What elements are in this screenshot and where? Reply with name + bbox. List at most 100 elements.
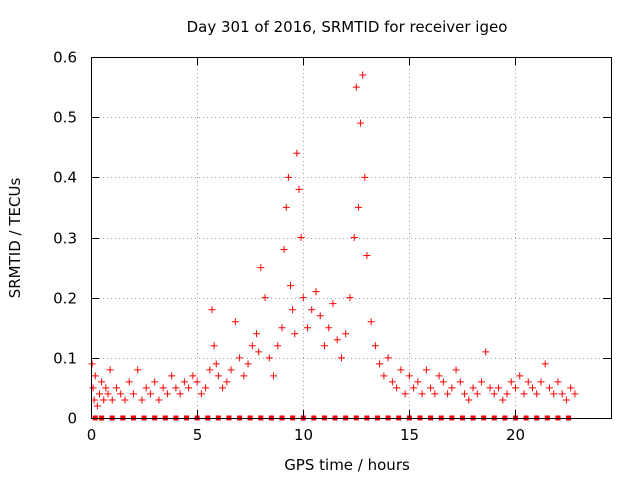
- tick-labels: 0 0.1 0.2 0.3 0.4 0.5 0.6 0 5 10 15 20: [53, 49, 525, 445]
- data-point: [363, 252, 371, 260]
- data-point: [163, 390, 171, 398]
- data-point: [293, 149, 301, 157]
- data-point: [418, 390, 426, 398]
- data-point: [554, 378, 562, 386]
- data-point: [108, 396, 116, 404]
- data-point: [219, 384, 227, 392]
- chart-title: Day 301 of 2016, SRMTID for receiver ige…: [187, 18, 508, 36]
- data-point: [180, 378, 188, 386]
- data-point: [427, 384, 435, 392]
- data-point: [359, 71, 367, 79]
- y-tick-label: 0.5: [53, 109, 77, 127]
- data-point: [284, 173, 292, 181]
- data-point: [104, 390, 112, 398]
- data-point: [486, 384, 494, 392]
- data-point: [431, 390, 439, 398]
- data-point: [397, 366, 405, 374]
- data-point: [541, 360, 549, 368]
- data-point: [448, 384, 456, 392]
- data-point: [176, 390, 184, 398]
- data-point: [112, 384, 120, 392]
- data-point: [473, 390, 481, 398]
- data-point: [253, 330, 261, 338]
- data-point: [289, 306, 297, 314]
- data-point: [172, 384, 180, 392]
- data-point: [98, 378, 106, 386]
- data-point: [503, 390, 511, 398]
- data-point: [280, 246, 288, 254]
- data-point: [478, 378, 486, 386]
- data-point: [469, 384, 477, 392]
- data-point: [189, 372, 197, 380]
- data-point: [227, 366, 235, 374]
- data-point: [545, 384, 553, 392]
- data-point: [495, 384, 503, 392]
- data-points: [88, 71, 579, 421]
- data-point: [151, 378, 159, 386]
- data-point: [482, 348, 490, 356]
- x-tick-label: 5: [193, 426, 203, 444]
- data-point: [185, 384, 193, 392]
- data-point: [210, 342, 218, 350]
- data-point: [452, 366, 460, 374]
- data-point: [265, 354, 273, 362]
- data-point: [159, 384, 167, 392]
- data-point: [410, 384, 418, 392]
- data-point: [303, 324, 311, 332]
- data-point: [125, 378, 133, 386]
- data-point: [393, 384, 401, 392]
- data-point: [261, 294, 269, 302]
- y-tick-label: 0.3: [53, 230, 77, 248]
- data-point: [291, 330, 299, 338]
- data-point: [562, 396, 570, 404]
- data-point: [465, 396, 473, 404]
- data-point: [295, 185, 303, 193]
- data-point: [138, 396, 146, 404]
- data-point: [197, 390, 205, 398]
- y-axis-label: SRMTID / TECUs: [6, 178, 24, 299]
- y-tick-label: 0: [67, 410, 77, 428]
- data-point: [270, 372, 278, 380]
- data-point: [533, 390, 541, 398]
- data-point: [274, 342, 282, 350]
- data-point: [212, 360, 220, 368]
- data-point: [354, 203, 362, 211]
- data-point: [537, 378, 545, 386]
- data-point: [240, 372, 248, 380]
- data-point: [223, 378, 231, 386]
- data-point: [257, 264, 265, 272]
- data-point: [155, 396, 163, 404]
- data-point: [297, 234, 305, 241]
- data-point: [299, 294, 307, 302]
- data-point: [89, 384, 97, 392]
- data-point: [312, 288, 320, 296]
- data-point: [208, 306, 216, 314]
- data-point: [231, 318, 239, 326]
- data-point: [371, 342, 379, 350]
- data-point: [422, 366, 430, 374]
- data-point: [490, 390, 498, 398]
- x-tick-label: 0: [87, 426, 97, 444]
- data-point: [134, 366, 142, 374]
- data-point: [567, 384, 575, 392]
- data-point: [405, 372, 413, 380]
- data-point: [278, 324, 286, 332]
- data-point: [414, 378, 422, 386]
- data-point: [100, 396, 108, 404]
- data-point: [376, 360, 384, 368]
- x-tick-label: 20: [506, 426, 525, 444]
- data-point: [550, 390, 558, 398]
- data-point: [401, 390, 409, 398]
- y-tick-label: 0.4: [53, 169, 77, 187]
- y-tick-label: 0.1: [53, 350, 77, 368]
- data-point: [361, 173, 369, 181]
- data-point: [193, 378, 201, 386]
- data-point: [456, 378, 464, 386]
- data-point: [308, 306, 316, 314]
- data-point: [91, 372, 99, 380]
- axis-ticks: [91, 57, 611, 419]
- data-point: [287, 282, 295, 290]
- data-point: [244, 360, 252, 368]
- data-point: [329, 300, 337, 308]
- x-axis-label: GPS time / hours: [284, 456, 410, 474]
